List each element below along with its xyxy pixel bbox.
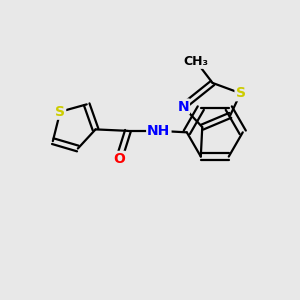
Text: NH: NH (147, 124, 170, 138)
Text: S: S (236, 86, 245, 100)
Text: N: N (177, 100, 189, 113)
Text: S: S (55, 105, 65, 119)
Text: O: O (113, 152, 125, 166)
Text: CH₃: CH₃ (184, 55, 209, 68)
